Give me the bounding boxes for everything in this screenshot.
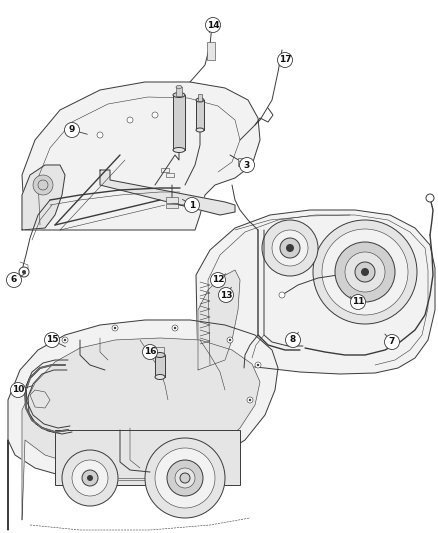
- Polygon shape: [22, 165, 65, 230]
- Text: 3: 3: [244, 160, 250, 169]
- Circle shape: [262, 220, 318, 276]
- Circle shape: [33, 175, 53, 195]
- Bar: [198, 94, 202, 101]
- Text: 1: 1: [189, 200, 195, 209]
- Text: 6: 6: [11, 276, 17, 285]
- Circle shape: [211, 272, 226, 287]
- Bar: [166, 197, 178, 203]
- Circle shape: [219, 287, 233, 303]
- Circle shape: [255, 362, 261, 368]
- Text: 9: 9: [69, 125, 75, 134]
- Ellipse shape: [155, 352, 165, 358]
- Circle shape: [22, 270, 26, 274]
- Circle shape: [355, 262, 375, 282]
- Circle shape: [62, 337, 68, 343]
- Circle shape: [335, 242, 395, 302]
- Circle shape: [240, 157, 254, 173]
- Circle shape: [155, 448, 215, 508]
- Text: 14: 14: [207, 20, 219, 29]
- Circle shape: [64, 123, 80, 138]
- Circle shape: [227, 337, 233, 343]
- Text: 13: 13: [220, 290, 232, 300]
- Bar: [161, 168, 169, 172]
- Circle shape: [247, 397, 253, 403]
- Circle shape: [11, 383, 25, 398]
- Circle shape: [174, 327, 176, 329]
- Ellipse shape: [155, 375, 165, 379]
- Circle shape: [127, 117, 133, 123]
- Circle shape: [62, 450, 118, 506]
- Bar: [176, 87, 182, 96]
- Text: 11: 11: [352, 297, 364, 306]
- Circle shape: [229, 339, 231, 341]
- Circle shape: [272, 230, 308, 266]
- Circle shape: [82, 470, 98, 486]
- Bar: [238, 158, 250, 166]
- Ellipse shape: [196, 128, 204, 132]
- Circle shape: [87, 475, 93, 481]
- Circle shape: [72, 460, 108, 496]
- Circle shape: [249, 399, 251, 401]
- Circle shape: [257, 364, 259, 366]
- Circle shape: [97, 132, 103, 138]
- Circle shape: [385, 335, 399, 350]
- Circle shape: [152, 112, 158, 118]
- Circle shape: [64, 339, 66, 341]
- Polygon shape: [22, 82, 260, 230]
- Circle shape: [112, 325, 118, 331]
- Circle shape: [322, 229, 408, 315]
- Circle shape: [350, 295, 365, 310]
- Circle shape: [7, 272, 21, 287]
- Polygon shape: [196, 210, 435, 374]
- Ellipse shape: [196, 98, 204, 102]
- Text: 15: 15: [46, 335, 58, 344]
- Text: 8: 8: [290, 335, 296, 344]
- Bar: [207, 42, 215, 60]
- Polygon shape: [100, 170, 235, 215]
- Circle shape: [205, 18, 220, 33]
- Circle shape: [172, 325, 178, 331]
- Circle shape: [180, 473, 190, 483]
- Circle shape: [426, 194, 434, 202]
- Circle shape: [142, 344, 158, 359]
- Circle shape: [114, 327, 116, 329]
- Circle shape: [279, 292, 285, 298]
- Bar: [166, 173, 174, 177]
- Bar: [196, 100, 204, 130]
- Text: 7: 7: [389, 337, 395, 346]
- Circle shape: [278, 52, 293, 68]
- Bar: [156, 347, 164, 356]
- Polygon shape: [8, 320, 278, 530]
- Bar: [173, 95, 185, 150]
- Circle shape: [175, 468, 195, 488]
- Circle shape: [345, 252, 385, 292]
- Polygon shape: [198, 270, 240, 370]
- Circle shape: [280, 238, 300, 258]
- Circle shape: [145, 438, 225, 518]
- Text: 10: 10: [12, 385, 24, 394]
- Ellipse shape: [173, 93, 185, 98]
- Text: 16: 16: [144, 348, 156, 357]
- Circle shape: [167, 460, 203, 496]
- Ellipse shape: [176, 85, 182, 88]
- Circle shape: [19, 267, 29, 277]
- Circle shape: [313, 220, 417, 324]
- Polygon shape: [22, 338, 260, 520]
- Circle shape: [45, 333, 60, 348]
- Polygon shape: [30, 390, 50, 408]
- Circle shape: [184, 198, 199, 213]
- Circle shape: [286, 333, 300, 348]
- Bar: [166, 204, 178, 208]
- Circle shape: [361, 268, 369, 276]
- Text: 12: 12: [212, 276, 224, 285]
- Bar: [55, 430, 240, 485]
- Ellipse shape: [173, 148, 185, 152]
- Text: 17: 17: [279, 55, 291, 64]
- Circle shape: [286, 244, 294, 252]
- Bar: [155, 355, 165, 377]
